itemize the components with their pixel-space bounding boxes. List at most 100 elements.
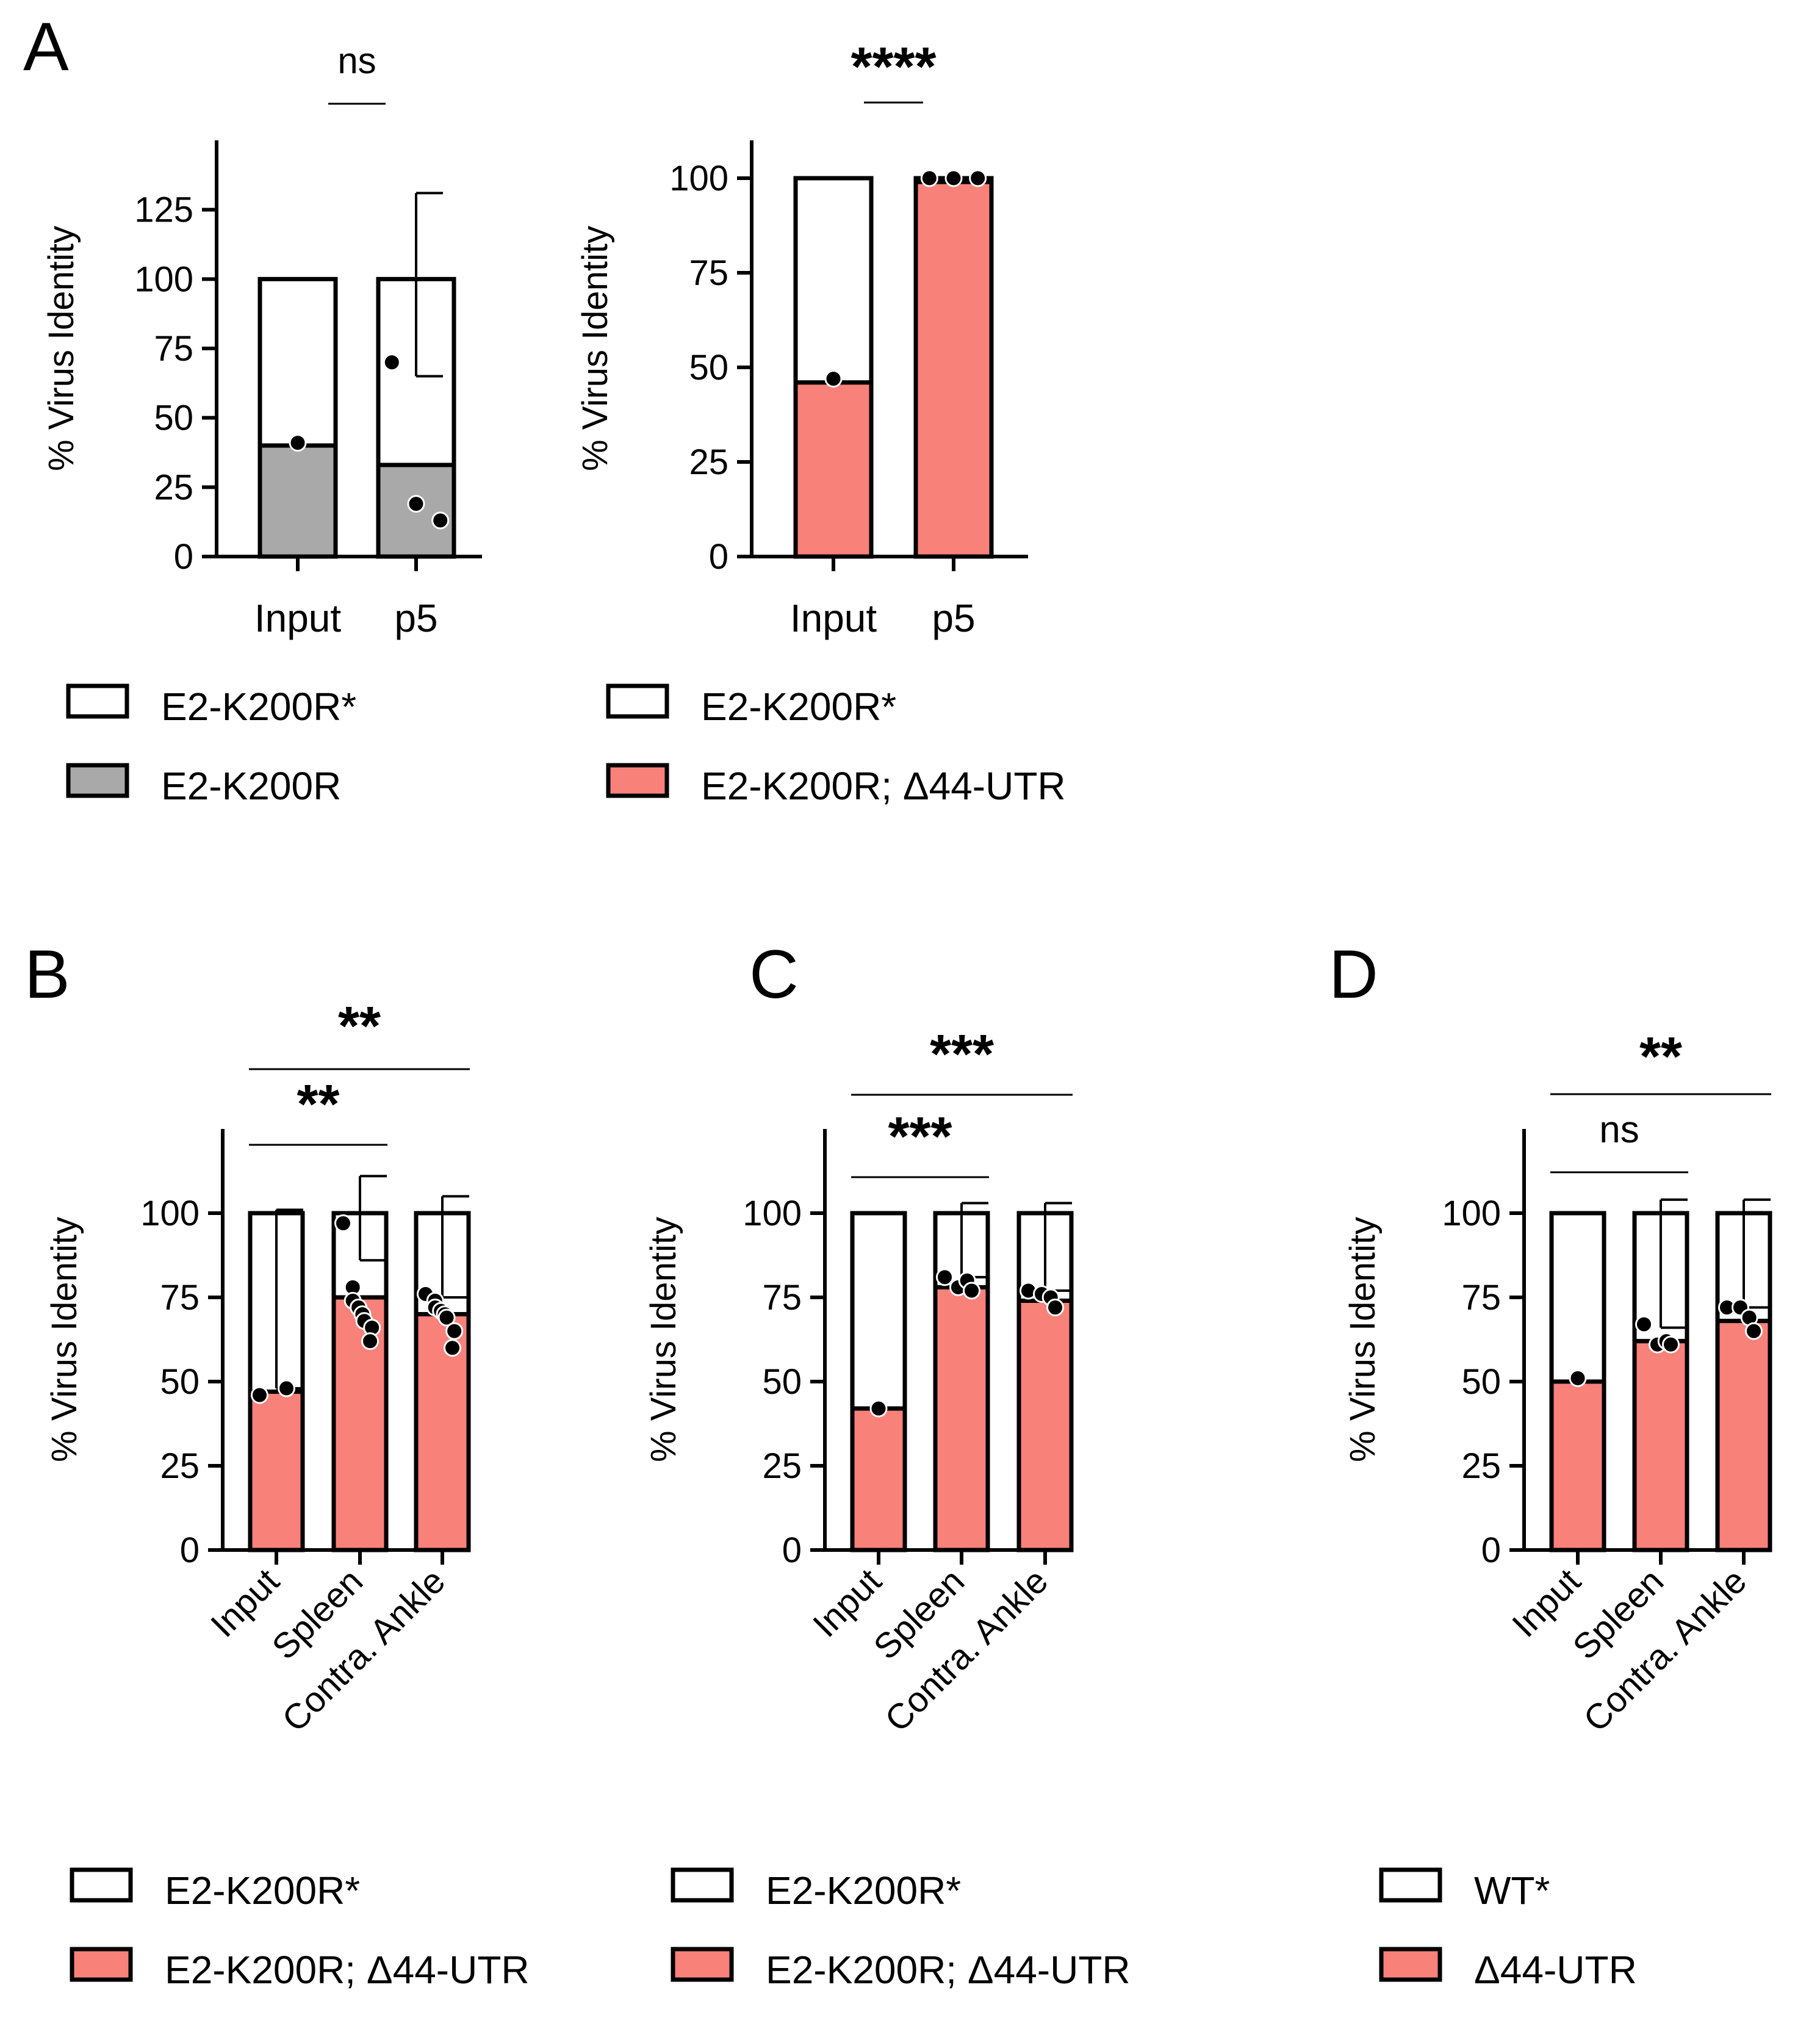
legend-swatch [66,763,129,798]
bar-bottom-segment [793,380,874,559]
y-tick-label: 25 [154,467,193,507]
significance-label: ** [297,1074,339,1135]
legend-swatch [606,763,669,798]
legend-label: E2-K200R; Δ44-UTR [165,1948,530,1992]
y-tick-label: 25 [160,1446,200,1486]
chart-panel-a-right: Input p5 0 25 50 75 100 % Virus Identity **** E2-… [575,37,1066,808]
y-tick-label: 100 [743,1194,802,1233]
y-tick-label: 100 [134,259,193,299]
legend-swatch [70,1867,133,1903]
data-point [963,1282,981,1300]
y-tick-label: 0 [782,1530,802,1570]
significance-label: **** [851,37,936,98]
legend-label: E2-K200R; Δ44-UTR [701,764,1066,808]
data-point [383,353,401,372]
legend-swatch [1379,1867,1442,1903]
data-point [289,434,307,452]
y-tick-label: 75 [1461,1278,1501,1318]
bar-bottom-segment [850,1406,907,1552]
y-tick-label: 100 [1442,1194,1501,1233]
data-point [361,1332,379,1350]
y-axis-label: % Virus Identity [45,1217,84,1462]
data-point [437,1308,456,1327]
significance-label: ns [337,40,376,81]
data-point [869,1399,888,1418]
x-tick-label: p5 [932,596,975,640]
legend-swatch [1379,1947,1442,1982]
data-point [1569,1369,1587,1387]
legend-swatch [66,683,129,719]
data-point [278,1379,296,1397]
y-tick-label: 0 [1481,1530,1501,1570]
significance-label: ** [1639,1026,1682,1087]
data-point [920,169,938,187]
data-point [1635,1315,1653,1333]
significance-label: ns [1599,1109,1639,1151]
bar-bottom-segment [1715,1319,1772,1552]
data-point [935,1268,954,1286]
legend-label: Δ44-UTR [1474,1948,1637,1992]
y-tick-label: 75 [762,1278,802,1318]
data-point [1046,1299,1065,1317]
data-point [334,1214,352,1233]
panel-label: A [23,9,69,85]
y-tick-label: 25 [689,442,728,482]
bar-bottom-segment [1632,1339,1689,1552]
y-tick-label: 75 [689,253,728,293]
bar-bottom-segment [933,1285,990,1552]
data-point [250,1386,268,1404]
bar-bottom-segment [257,443,338,559]
y-axis-label: % Virus Identity [644,1217,683,1462]
significance-label: *** [930,1024,994,1085]
bar-bottom-segment [1016,1299,1074,1552]
legend-swatch [671,1947,734,1982]
legend-swatch [70,1947,133,1982]
y-tick-label: 50 [154,398,193,438]
data-point [407,495,425,513]
x-tick-label: p5 [394,596,437,640]
bar-bottom-segment [913,179,994,559]
x-tick-label: Input [790,596,877,640]
significance-label: *** [888,1106,952,1167]
legend-label: E2-K200R* [701,685,896,729]
legend-label: E2-K200R [161,764,341,808]
legend-label: E2-K200R* [165,1869,360,1912]
bar-top-segment [850,1211,907,1411]
data-point [1745,1322,1763,1340]
bar-top-segment [793,176,874,385]
y-tick-label: 50 [1461,1362,1501,1402]
panel-label: C [749,936,799,1012]
data-point [444,1339,462,1357]
y-tick-label: 25 [1461,1446,1501,1486]
data-point [431,511,450,530]
y-axis-label: % Virus Identity [1343,1217,1383,1462]
y-tick-label: 0 [180,1530,200,1570]
bar-bottom-segment [331,1295,389,1552]
y-tick-label: 125 [134,190,193,230]
data-point [824,370,843,388]
chart-panel-a: A Input p5 0 25 50 75 100 125 % Virus Identity ns E… [23,9,482,808]
y-axis-label: % Virus Identity [575,226,615,471]
panel-label: D [1329,936,1378,1012]
legend-label: E2-K200R* [161,685,356,729]
legend-swatch [671,1867,734,1903]
y-tick-label: 100 [140,1194,200,1233]
data-point [1662,1335,1680,1354]
y-tick-label: 100 [669,159,728,198]
bar-bottom-segment [248,1390,305,1552]
legend-label: WT* [1474,1869,1550,1912]
y-tick-label: 0 [174,537,193,577]
y-tick-label: 75 [154,329,193,369]
legend-swatch [606,683,669,719]
legend-label: E2-K200R* [766,1869,961,1912]
y-tick-label: 50 [689,348,728,388]
bar-top-segment [1549,1211,1606,1384]
x-tick-label: Input [254,596,342,640]
y-tick-label: 50 [762,1362,802,1402]
y-tick-label: 0 [709,537,728,577]
y-axis-label: % Virus Identity [41,226,81,471]
